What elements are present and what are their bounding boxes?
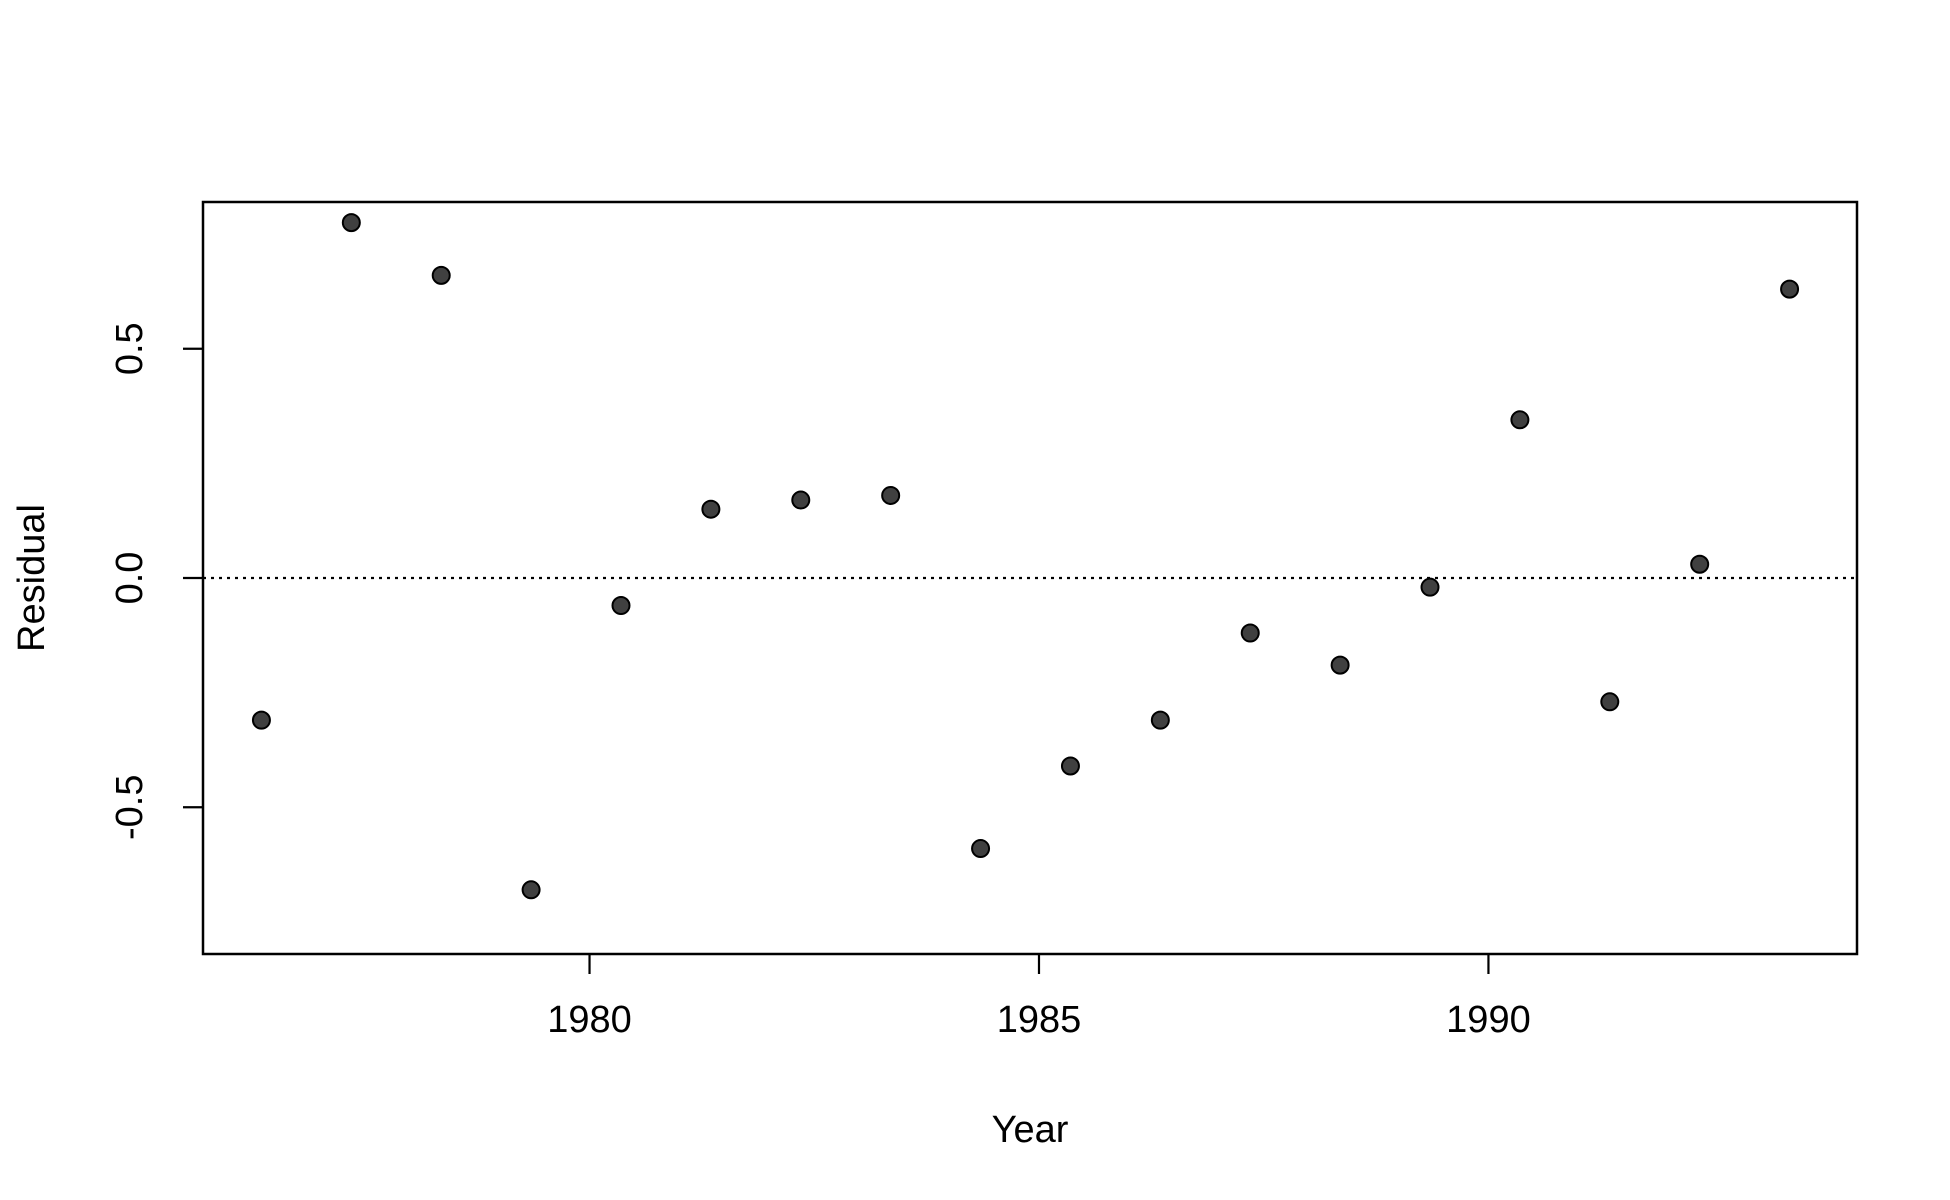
y-axis-label: Residual — [11, 504, 53, 652]
data-point — [1510, 410, 1530, 430]
data-point — [251, 710, 271, 730]
data-point — [1690, 554, 1710, 574]
x-tick-label: 1985 — [997, 999, 1082, 1041]
data-point — [1420, 577, 1440, 597]
data-points — [251, 213, 1800, 900]
data-point — [1600, 692, 1620, 712]
data-point — [1780, 279, 1800, 299]
data-point — [1330, 655, 1350, 675]
data-point — [1240, 623, 1260, 643]
data-point — [971, 839, 991, 859]
data-point — [1060, 756, 1080, 776]
data-point — [341, 213, 361, 233]
data-point — [791, 490, 811, 510]
y-tick-label: 0.5 — [109, 322, 151, 375]
x-tick-label: 1990 — [1446, 999, 1531, 1041]
data-point — [701, 499, 721, 519]
y-tick-label: -0.5 — [109, 775, 151, 840]
data-point — [611, 596, 631, 616]
data-point — [521, 880, 541, 900]
x-tick-label: 1980 — [547, 999, 632, 1041]
x-axis-label: Year — [992, 1109, 1069, 1151]
data-point — [881, 485, 901, 505]
y-axis: -0.5 0.0 0.5 — [109, 322, 203, 840]
y-tick-label: 0.0 — [109, 552, 151, 605]
data-point — [431, 265, 451, 285]
x-axis: 1980 1985 1990 — [547, 954, 1531, 1041]
data-point — [1150, 710, 1170, 730]
